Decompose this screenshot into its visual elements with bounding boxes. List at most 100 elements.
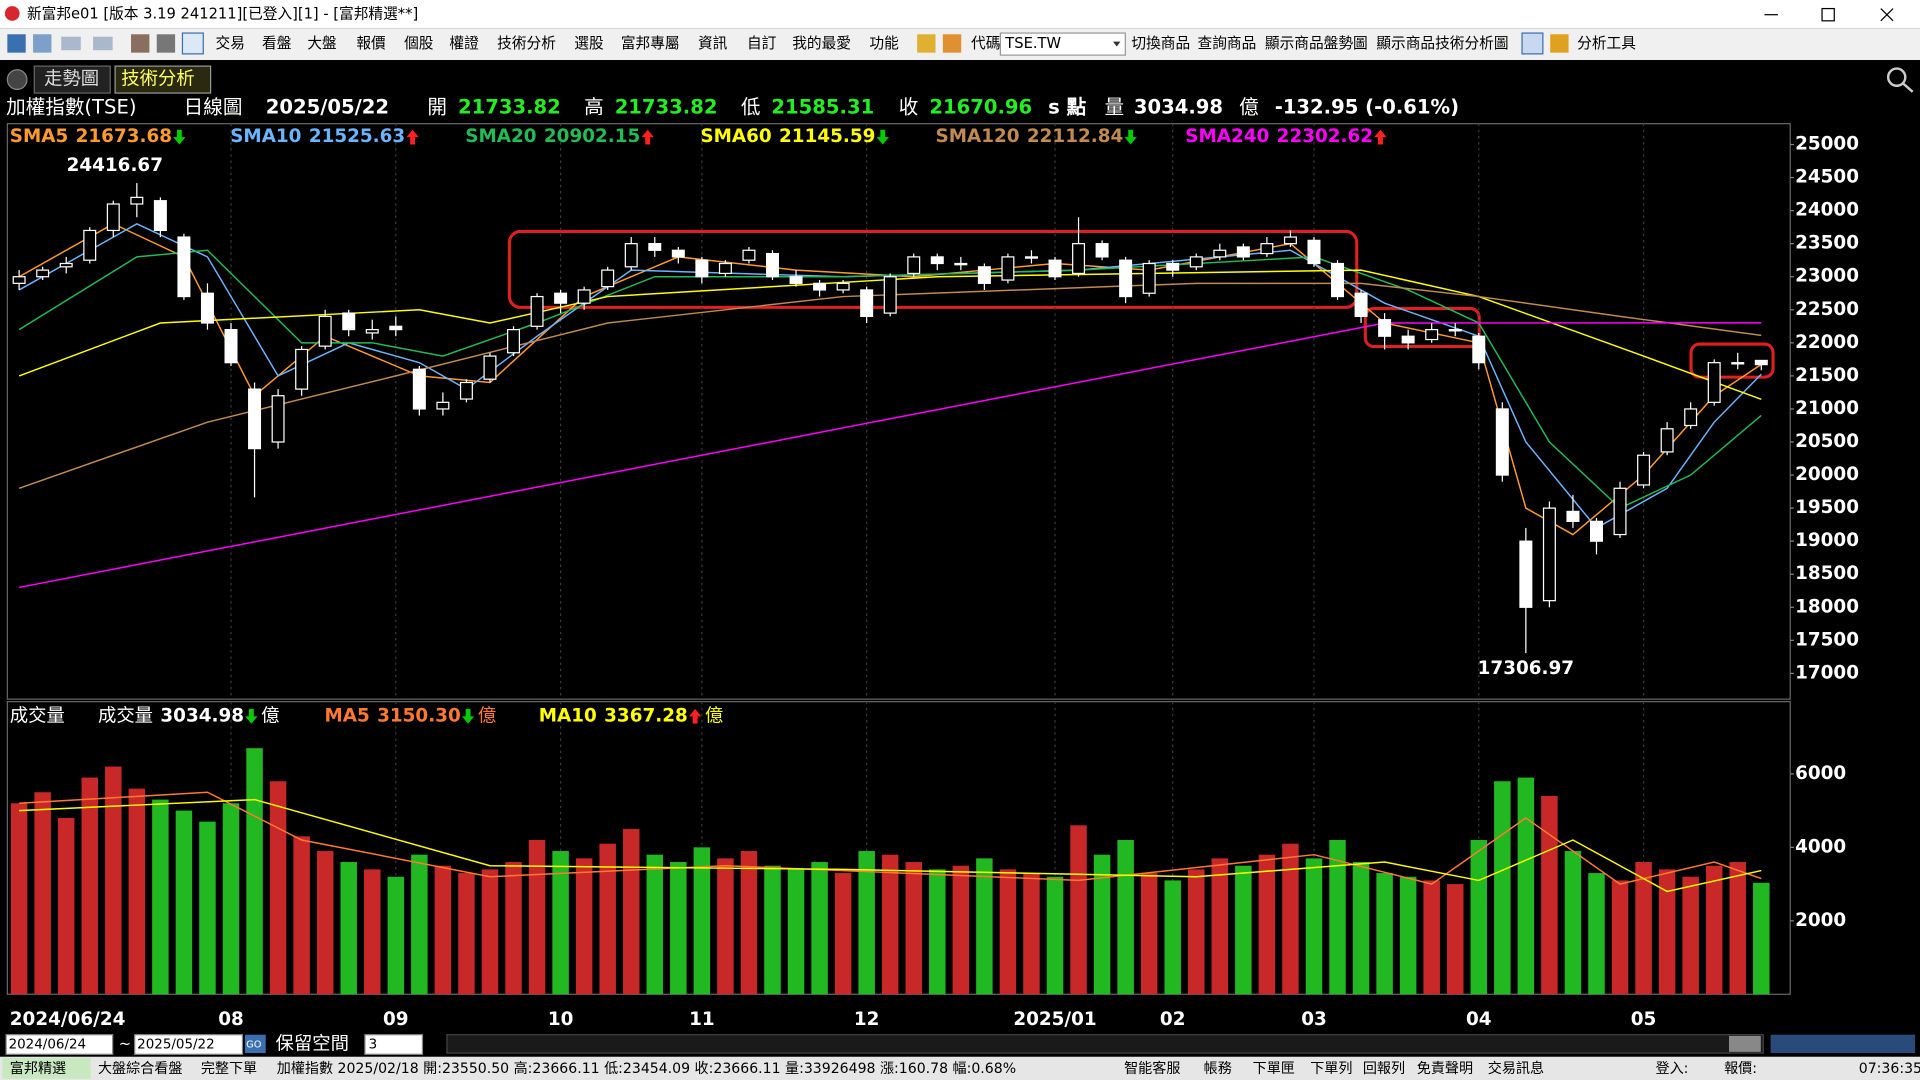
menu-item[interactable]: 自訂 [747, 35, 777, 52]
legend-name: SMA240 [1185, 126, 1269, 147]
legend-unit: 億 [705, 705, 723, 726]
tab-label[interactable]: 技術分析 [121, 69, 194, 90]
toolbar-icons [7, 32, 1569, 55]
date-from-input[interactable] [5, 1034, 114, 1055]
status-button[interactable]: 回報列 [1363, 1061, 1405, 1077]
max-label: 24416.67 [67, 155, 163, 176]
status-button[interactable]: 免責聲明 [1417, 1060, 1473, 1077]
menu-item[interactable]: 資訊 [698, 35, 728, 52]
folder-icon[interactable] [942, 34, 962, 53]
trend-arrow [461, 708, 475, 724]
scroll-thumb[interactable] [1728, 1035, 1761, 1052]
legend-unit: 億 [478, 705, 496, 726]
volume-bar [670, 862, 687, 995]
status-button[interactable]: 下單匣 [1253, 1061, 1295, 1077]
tab-active[interactable] [114, 65, 212, 94]
volume-bar [364, 869, 381, 995]
zoom-icon[interactable] [1886, 67, 1907, 87]
tab[interactable] [33, 65, 111, 94]
code-input[interactable] [999, 32, 1126, 56]
candle-body [860, 289, 874, 318]
print-icon[interactable] [156, 34, 176, 53]
menu-item[interactable]: 報價 [356, 35, 386, 52]
open-value: 21733.82 [458, 95, 561, 118]
toolbar-link[interactable]: 顯示商品盤勢圖 [1265, 35, 1368, 52]
forward-icon[interactable] [93, 36, 113, 51]
legend-value: 21525.63 [309, 126, 405, 147]
back-icon[interactable] [61, 36, 81, 51]
tab-label[interactable]: 走勢圖 [44, 69, 99, 90]
volume-bar [787, 869, 805, 995]
status-ticker: 加權指數 2025/02/18 開:23550.50 高:23666.11 低:… [277, 1060, 1016, 1077]
candle-body [1378, 319, 1392, 337]
status-button[interactable]: 帳務 [1204, 1061, 1232, 1077]
candle-body [1448, 329, 1462, 332]
menu-item[interactable]: 富邦專屬 [621, 34, 680, 52]
volume-bar [434, 865, 452, 995]
menu-item[interactable]: 大盤 [307, 35, 337, 52]
volume-bar [1352, 862, 1370, 995]
candle-body [295, 348, 309, 390]
tool-icon[interactable] [917, 34, 936, 53]
date-to[interactable]: 2025/05/22 [137, 1037, 215, 1052]
volume-bar [34, 792, 51, 995]
x-tick-label: 12 [854, 1009, 880, 1030]
menu-item[interactable]: 個股 [404, 35, 434, 52]
candle-body [554, 292, 568, 304]
doc-icon[interactable] [33, 34, 52, 53]
dropdown-caret[interactable] [1113, 41, 1121, 47]
volume-bar [387, 876, 405, 995]
trend-arrow [406, 129, 419, 145]
status-button[interactable]: 交易訊息 [1488, 1060, 1544, 1077]
pointer-icon[interactable] [1521, 32, 1544, 55]
menu-item[interactable]: 功能 [869, 35, 899, 52]
volume-bar [1305, 858, 1323, 995]
toolbar-link[interactable]: 切換商品 [1131, 35, 1190, 52]
volume-bar [1705, 865, 1723, 995]
analysis-tools[interactable]: 分析工具 [1577, 35, 1636, 52]
menu-item[interactable]: 看盤 [262, 35, 292, 52]
status-button[interactable]: 下單列 [1310, 1061, 1352, 1077]
dollar-icon[interactable] [1550, 34, 1569, 53]
maximize-button[interactable] [1821, 7, 1835, 22]
close-label: 收 [899, 95, 919, 118]
menu-item[interactable]: 我的最愛 [792, 35, 851, 52]
menu-item[interactable]: 交易 [216, 34, 245, 52]
candle-body [671, 249, 685, 258]
volume-bar [858, 851, 875, 995]
menu-item[interactable]: 選股 [574, 35, 604, 52]
x-tick-label: 05 [1631, 1009, 1657, 1030]
menu-button[interactable] [6, 69, 28, 90]
close-value: 21670.96 [929, 95, 1032, 118]
y-tick-label: 18500 [1795, 563, 1859, 584]
go-button[interactable] [244, 1034, 266, 1054]
legend-name: SMA5 [10, 126, 68, 147]
legend-name: MA10 [539, 705, 597, 726]
legend-value: 3367.28 [604, 705, 688, 726]
status-button[interactable]: 富邦精選 [10, 1060, 66, 1077]
zoom-controls[interactable] [1770, 1034, 1916, 1054]
status-button[interactable]: 完整下單 [201, 1061, 257, 1077]
volume-bar [1140, 873, 1158, 995]
volume-bar [740, 851, 758, 995]
toolbar-link[interactable]: 查詢商品 [1198, 35, 1257, 52]
volume-bar [481, 869, 499, 995]
code-value[interactable]: TSE.TW [1004, 35, 1061, 52]
go-label[interactable]: GO [246, 1039, 262, 1050]
expand-icon[interactable] [181, 32, 204, 55]
date-from[interactable]: 2024/06/24 [9, 1037, 87, 1052]
space-value[interactable]: 3 [369, 1037, 378, 1052]
scrollbar[interactable] [446, 1034, 1764, 1054]
date-to-input[interactable] [134, 1034, 244, 1055]
close-button[interactable] [1880, 8, 1894, 22]
candle-body [765, 252, 779, 278]
home-icon[interactable] [7, 34, 26, 53]
status-button[interactable]: 智能客服 [1124, 1060, 1180, 1077]
space-input[interactable] [364, 1034, 424, 1055]
toolbar-link[interactable]: 顯示商品技術分析圖 [1376, 35, 1508, 52]
candle-body [1637, 454, 1651, 486]
status-button[interactable]: 大盤綜合看盤 [98, 1061, 182, 1077]
user-icon[interactable] [131, 34, 150, 53]
menu-item[interactable]: 權證 [449, 35, 479, 52]
menu-item[interactable]: 技術分析 [497, 35, 556, 52]
